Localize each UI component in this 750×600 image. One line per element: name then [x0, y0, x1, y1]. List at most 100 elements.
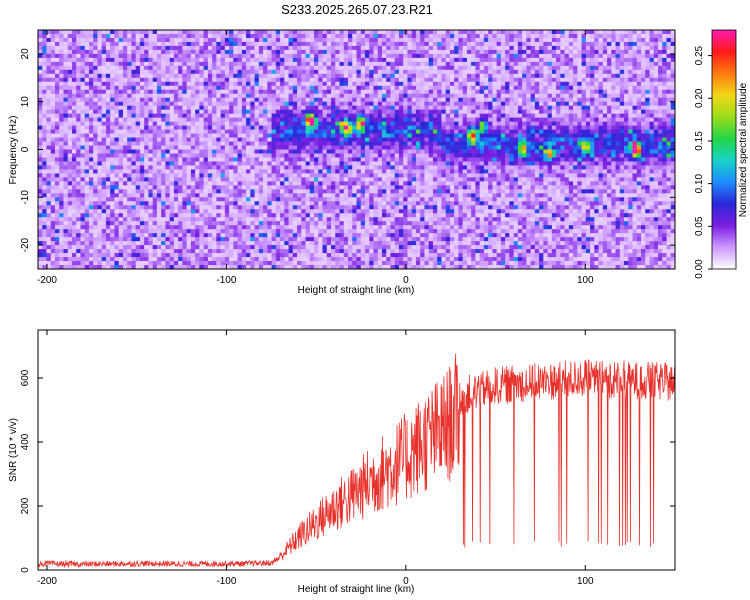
heatmap-cell: [428, 37, 434, 43]
heatmap-cell: [118, 133, 124, 138]
heatmap-cell: [662, 117, 667, 123]
heatmap-cell: [670, 53, 675, 59]
heatmap-cell: [551, 77, 557, 83]
heatmap-cell: [437, 97, 442, 103]
heatmap-cell: [645, 89, 650, 95]
heatmap-cell: [466, 77, 472, 83]
heatmap-cell: [190, 77, 196, 83]
heatmap-cell: [135, 61, 141, 67]
heatmap-cell: [46, 69, 52, 75]
heatmap-cell: [127, 37, 132, 43]
heatmap-cell: [271, 121, 277, 126]
heatmap-cell: [178, 45, 183, 51]
heatmap-cell: [568, 89, 574, 95]
heatmap-cell: [318, 73, 323, 79]
heatmap-cell: [182, 41, 188, 47]
heatmap-cell: [441, 73, 447, 79]
heatmap-cell: [517, 153, 523, 158]
heatmap-cell: [105, 57, 111, 63]
heatmap-cell: [466, 89, 472, 95]
heatmap-cell: [105, 93, 111, 99]
heatmap-cell: [318, 101, 323, 107]
heatmap-cell: [173, 117, 179, 123]
heatmap-cell: [178, 145, 183, 150]
heatmap-cell: [653, 45, 659, 51]
heatmap-cell: [471, 105, 476, 111]
heatmap-cell: [314, 117, 319, 123]
heatmap-cell: [207, 77, 213, 83]
heatmap-cell: [615, 117, 621, 123]
heatmap-cell: [653, 109, 659, 115]
heatmap-cell: [670, 137, 675, 142]
heatmap-cell: [602, 69, 608, 75]
heatmap-cell: [88, 41, 94, 47]
heatmap-cell: [420, 157, 425, 162]
heatmap-cell: [454, 153, 459, 158]
heatmap-cell: [619, 69, 625, 75]
heatmap-cell: [517, 77, 523, 83]
heatmap-cell: [203, 41, 209, 47]
heatmap-cell: [403, 145, 408, 150]
heatmap-cell: [110, 125, 115, 130]
heatmap-cell: [649, 65, 655, 71]
heatmap-cell: [258, 41, 264, 47]
heatmap-cell: [364, 37, 370, 43]
heatmap-cell: [475, 53, 481, 59]
heatmap-cell: [165, 41, 171, 47]
heatmap-cell: [122, 73, 128, 79]
heatmap-cell: [377, 93, 383, 99]
heatmap-cell: [522, 85, 527, 91]
heatmap-cell: [432, 125, 438, 130]
heatmap-cell: [585, 157, 591, 162]
heatmap-cell: [352, 145, 357, 150]
heatmap-cell: [441, 157, 447, 162]
heatmap-cell: [556, 81, 561, 87]
heatmap-cell: [522, 33, 527, 39]
heatmap-cell: [118, 117, 124, 123]
heatmap-cell: [326, 113, 332, 119]
heatmap-cell: [195, 133, 200, 138]
heatmap-cell: [348, 37, 353, 43]
heatmap-cell: [666, 133, 672, 138]
heatmap-cell: [513, 145, 519, 150]
heatmap-cell: [305, 149, 311, 154]
heatmap-cell: [377, 157, 383, 162]
heatmap-cell: [182, 65, 188, 71]
heatmap-cell: [280, 49, 285, 55]
heatmap-cell: [212, 105, 217, 111]
heatmap-cell: [424, 145, 430, 150]
heatmap-cell: [394, 117, 400, 123]
heatmap-cell: [390, 37, 396, 43]
heatmap-cell: [284, 113, 289, 119]
heatmap-cell: [97, 141, 103, 146]
heatmap-cell: [458, 65, 464, 71]
heatmap-cell: [526, 137, 532, 142]
heatmap-cell: [190, 109, 196, 115]
heatmap-cell: [573, 69, 578, 75]
heatmap-cell: [560, 101, 565, 107]
heatmap-cell: [224, 137, 230, 142]
heatmap-cell: [522, 133, 527, 138]
heatmap-cell: [526, 117, 532, 123]
heatmap-cell: [254, 85, 260, 91]
heatmap-cell: [551, 101, 557, 107]
heatmap-cell: [509, 125, 515, 130]
heatmap-cell: [624, 125, 629, 130]
heatmap-cell: [428, 133, 434, 138]
heatmap-cell: [437, 141, 442, 146]
heatmap-cell: [479, 85, 485, 91]
heatmap-cell: [424, 45, 430, 51]
heatmap-cell: [156, 97, 162, 103]
heatmap-cell: [267, 30, 272, 35]
heatmap-cell: [645, 157, 650, 162]
heatmap-cell: [543, 49, 548, 55]
heatmap-cell: [407, 85, 413, 91]
heatmap-cell: [318, 153, 323, 158]
heatmap-cell: [165, 61, 171, 67]
heatmap-cell: [445, 33, 451, 39]
heatmap-cell: [632, 77, 638, 83]
heatmap-cell: [203, 93, 209, 99]
heatmap-cell: [305, 93, 311, 99]
heatmap-cell: [585, 153, 591, 158]
heatmap-cell: [250, 57, 255, 63]
